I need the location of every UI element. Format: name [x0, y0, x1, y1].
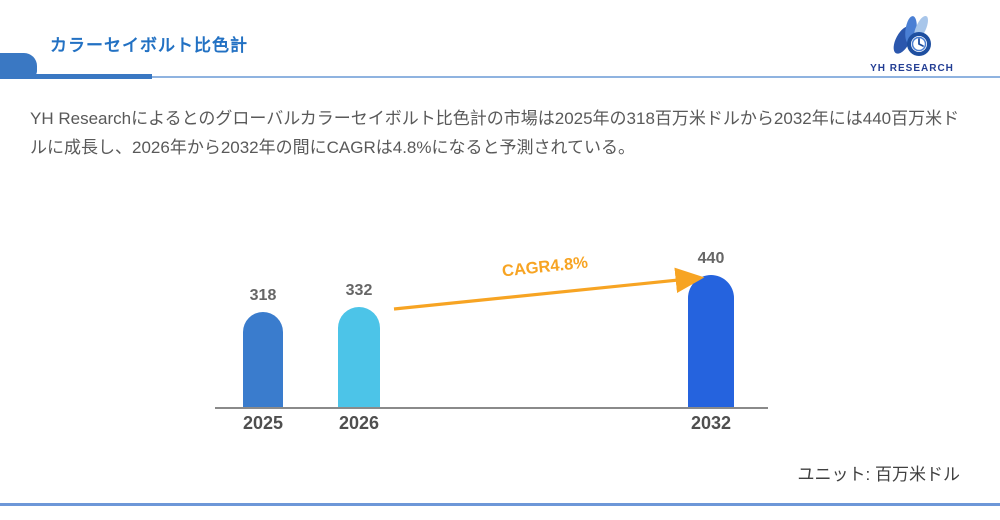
bar-group-2026: 332	[338, 282, 380, 407]
bar-2025	[243, 311, 283, 407]
page-title: カラーセイボルト比色計	[50, 36, 248, 55]
header-rule-thick	[0, 74, 152, 79]
bottom-rule	[0, 503, 1000, 506]
company-logo: YH RESEARCH	[852, 14, 972, 74]
header-accent-tab	[0, 53, 37, 77]
x-axis-line	[215, 407, 768, 409]
x-tick-2032: 2032	[690, 413, 732, 433]
bar-value-label: 332	[345, 282, 373, 300]
bar-group-2032: 440	[688, 250, 734, 407]
bar-value-label: 318	[249, 286, 277, 304]
yh-research-logo-icon	[893, 15, 931, 56]
unit-note: ユニット: 百万米ドル	[797, 465, 960, 484]
x-tick-2026: 2026	[338, 413, 380, 433]
bar-value-label: 440	[697, 250, 725, 267]
market-summary-text: YH Researchによるとのグローバルカラーセイボルト比色計の市場は2025…	[30, 109, 960, 158]
x-tick-2025: 2025	[242, 413, 284, 433]
bar-2032	[688, 275, 734, 407]
cagr-growth-arrow	[393, 267, 705, 311]
bar-2026	[338, 307, 380, 407]
header-rule-thin	[152, 76, 1000, 78]
yh-research-logo-text: YH RESEARCH	[870, 63, 954, 74]
bar-group-2025: 318	[243, 287, 283, 407]
